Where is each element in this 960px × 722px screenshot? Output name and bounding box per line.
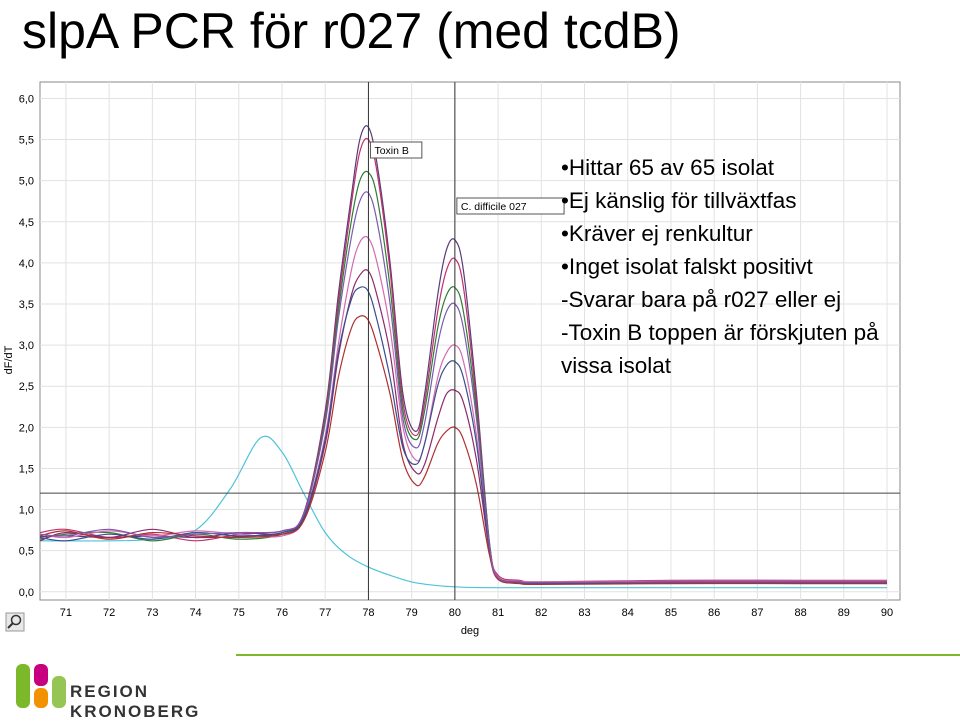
bullet-list: •Hittar 65 av 65 isolat •Ej känslig för … bbox=[561, 151, 891, 382]
y-axis-label: dF/dT bbox=[3, 345, 15, 374]
y-tick-label: 0,5 bbox=[19, 546, 34, 558]
x-tick-label: 79 bbox=[406, 607, 418, 619]
marker-label: Toxin B bbox=[374, 145, 408, 157]
x-tick-label: 73 bbox=[146, 607, 158, 619]
x-tick-label: 89 bbox=[838, 607, 850, 619]
x-tick-label: 77 bbox=[319, 607, 331, 619]
bullet-item: •Ej känslig för tillväxtfas bbox=[561, 188, 797, 213]
logo-text: REGION KRONOBERG bbox=[70, 682, 200, 722]
y-tick-label: 5,0 bbox=[19, 176, 34, 188]
y-tick-label: 4,0 bbox=[19, 258, 34, 270]
y-tick-label: 5,5 bbox=[19, 135, 34, 147]
marker-label-box bbox=[456, 197, 565, 215]
bullet-item: •Kräver ej renkultur bbox=[561, 221, 753, 246]
bullet-item: -Svarar bara på r027 eller ej bbox=[561, 287, 842, 312]
logo-line-region: REGION bbox=[70, 682, 150, 701]
bullet-item: •Inget isolat falskt positivt bbox=[561, 254, 813, 279]
x-tick-label: 72 bbox=[103, 607, 115, 619]
zoom-icon[interactable] bbox=[5, 612, 25, 632]
x-tick-label: 75 bbox=[233, 607, 245, 619]
x-tick-label: 71 bbox=[60, 607, 72, 619]
x-tick-label: 82 bbox=[535, 607, 547, 619]
x-tick-label: 76 bbox=[276, 607, 288, 619]
region-kronoberg-logo-icon bbox=[16, 664, 66, 708]
y-tick-label: 4,5 bbox=[19, 217, 34, 229]
x-tick-label: 84 bbox=[622, 607, 634, 619]
footer-divider bbox=[236, 654, 960, 656]
y-tick-label: 2,0 bbox=[19, 422, 34, 434]
x-tick-label: 83 bbox=[578, 607, 590, 619]
x-tick-label: 88 bbox=[794, 607, 806, 619]
x-axis-label: deg bbox=[461, 625, 479, 637]
x-tick-label: 78 bbox=[362, 607, 374, 619]
y-tick-label: 3,0 bbox=[19, 340, 34, 352]
x-tick-label: 74 bbox=[189, 607, 201, 619]
bullet-item: •Hittar 65 av 65 isolat bbox=[561, 155, 774, 180]
y-tick-label: 6,0 bbox=[19, 93, 34, 105]
slide-title: slpA PCR för r027 (med tcdB) bbox=[22, 3, 681, 59]
series-line bbox=[39, 435, 887, 589]
x-tick-label: 90 bbox=[881, 607, 893, 619]
x-tick-label: 86 bbox=[708, 607, 720, 619]
series-line bbox=[39, 191, 887, 584]
x-tick-label: 81 bbox=[492, 607, 504, 619]
y-tick-label: 1,0 bbox=[19, 505, 34, 517]
series-line bbox=[39, 235, 887, 583]
y-tick-label: 3,5 bbox=[19, 299, 34, 311]
x-tick-label: 87 bbox=[751, 607, 763, 619]
y-tick-label: 2,5 bbox=[19, 381, 34, 393]
logo-line-kronoberg: KRONOBERG bbox=[70, 702, 201, 721]
series-line bbox=[39, 286, 887, 585]
marker-label: C. difficile 027 bbox=[461, 201, 527, 213]
y-tick-label: 0,0 bbox=[19, 587, 34, 599]
x-tick-label: 85 bbox=[665, 607, 677, 619]
x-tick-label: 80 bbox=[449, 607, 461, 619]
melt-curve-chart: 71 72 73 74 75 76 77 78 79 80 81 82 83 84 85 86 87 88 89 90… bbox=[0, 70, 905, 640]
bullet-item: -Toxin B toppen är förskjuten på vissa i… bbox=[561, 320, 879, 378]
y-tick-label: 1,5 bbox=[19, 463, 34, 475]
series-line bbox=[39, 315, 887, 586]
marker-label-box bbox=[369, 141, 423, 159]
